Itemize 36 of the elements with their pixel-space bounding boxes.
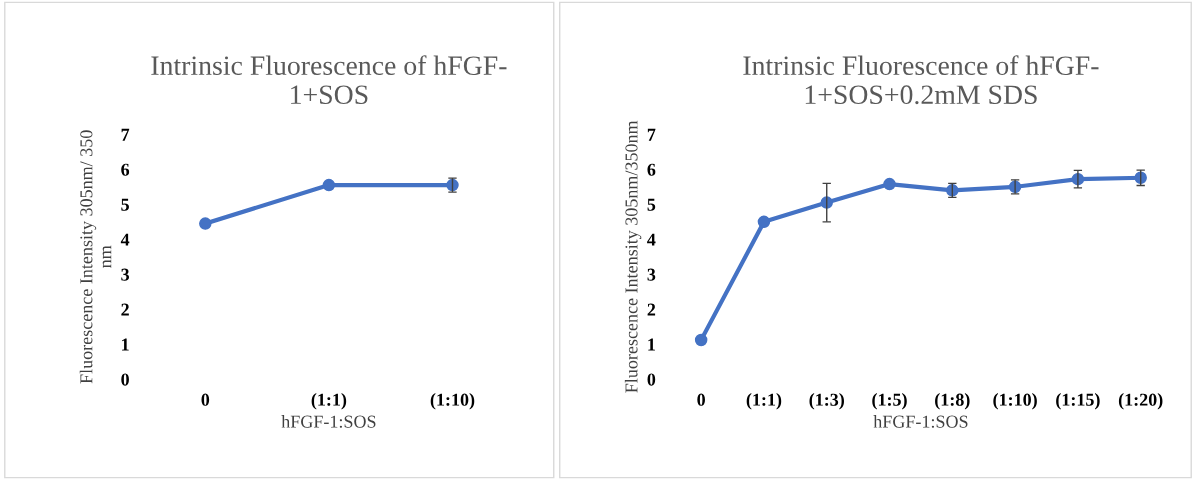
y-tick-label: 1 (648, 338, 655, 351)
point (694, 333, 708, 347)
x-tick-label: (1:3) (809, 393, 844, 410)
y-tick-label: 5 (647, 198, 656, 211)
y-tick-label: 7 (647, 128, 656, 141)
y-tick-label: 6 (121, 163, 130, 176)
point (757, 215, 771, 229)
x-tick-label: 0 (697, 393, 705, 406)
y-tick-label: 0 (647, 373, 656, 386)
x-tick-label: (1:1) (746, 393, 782, 410)
x-tick-label: (1:15) (1056, 393, 1100, 410)
y-tick-label: 7 (121, 128, 130, 141)
y-axis-title: Fluorescence Intensity 305nm/ 350 nm (79, 130, 112, 384)
y-tick-label: 5 (121, 198, 129, 211)
y-tick-label: 4 (647, 233, 656, 246)
y-tick-label: 1 (122, 338, 129, 351)
x-tick-label: (1:1) (311, 393, 347, 410)
y-tick-label: 6 (647, 163, 656, 176)
x-axis-title: hFGF-1:SOS (281, 415, 376, 428)
x-tick-label: 0 (201, 393, 210, 406)
x-tick-label: (1:20) (1118, 393, 1163, 410)
x-axis-title: hFGF-1:SOS (873, 415, 968, 428)
y-tick-label: 2 (647, 303, 656, 316)
y-axis-title: Fluorescence Intensity 305nm/350nm (624, 120, 642, 393)
chart-title: Intrinsic Fluorescence of hFGF- 1+SOS+0.2mM SDS (743, 55, 1099, 105)
x-tick-label: (1:10) (430, 393, 475, 410)
x-tick-label: (1:8) (935, 393, 970, 410)
y-tick-label: 4 (120, 233, 130, 246)
y-tick-label: 0 (121, 373, 129, 386)
chart-title: Intrinsic Fluorescence of hFGF- 1+SOS (151, 55, 507, 105)
x-tick-label: (1:10) (993, 393, 1037, 410)
y-tick-label: 2 (121, 303, 129, 316)
y-tick-label: 3 (121, 268, 130, 281)
point (883, 177, 896, 191)
y-tick-label: 3 (647, 268, 656, 281)
x-tick-label: (1:5) (872, 393, 907, 410)
